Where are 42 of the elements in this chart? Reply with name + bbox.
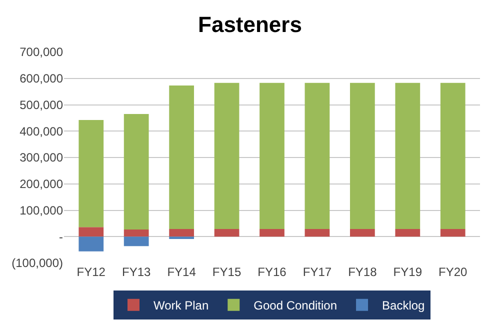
y-tick-label: 300,000 (20, 150, 64, 165)
y-tick-label: - (59, 230, 63, 244)
x-tick-label: FY13 (122, 265, 152, 279)
bar (214, 82, 240, 229)
legend-label: Good Condition (254, 298, 338, 313)
x-tick-label: FY15 (212, 265, 242, 279)
y-tick-label: 500,000 (20, 98, 64, 112)
bar (124, 230, 149, 237)
bar (440, 228, 466, 237)
chart-title: Fasteners (198, 12, 302, 37)
y-tick-label: 100,000 (20, 203, 64, 218)
bar (124, 114, 149, 230)
bar (350, 228, 375, 237)
bar (214, 228, 240, 237)
y-tick-label: 600,000 (20, 72, 64, 86)
x-tick-label: FY20 (438, 265, 468, 279)
bar (395, 228, 420, 237)
x-tick-label: FY14 (167, 265, 196, 279)
bar (169, 228, 194, 237)
bar (169, 86, 194, 229)
bar (260, 82, 284, 229)
y-tick-label: 700,000 (20, 45, 64, 60)
bar (440, 82, 466, 229)
x-tick-label: FY12 (76, 265, 106, 279)
y-tick-label: 200,000 (20, 177, 64, 192)
x-tick-label: FY18 (348, 265, 378, 279)
legend-label: Backlog (382, 298, 425, 313)
x-tick-label: FY17 (302, 265, 332, 279)
x-tick-label: FY19 (393, 265, 422, 279)
bar (78, 227, 104, 237)
bar (304, 82, 330, 229)
y-tick-label: (100,000) (12, 256, 63, 270)
bar (78, 236, 104, 252)
y-tick-label: 400,000 (20, 124, 64, 138)
bar (124, 236, 149, 246)
bar (78, 120, 104, 228)
bar (350, 82, 375, 229)
legend-label: Work Plan (154, 298, 209, 313)
bar (395, 82, 420, 229)
bar (304, 228, 330, 237)
bar (260, 228, 284, 237)
x-tick-label: FY16 (258, 265, 287, 279)
